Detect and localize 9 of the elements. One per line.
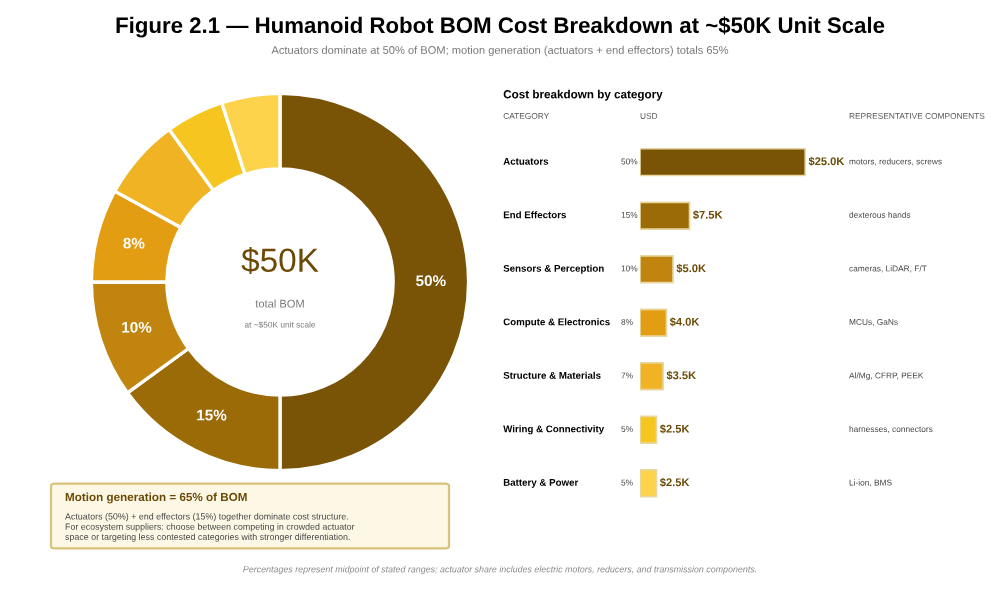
bar	[640, 415, 658, 444]
bar	[640, 254, 674, 284]
bar	[640, 362, 664, 391]
bar	[640, 201, 691, 230]
chart-title: Figure 2.1 — Humanoid Robot BOM Cost Breakdown at ~$50K Unit Scale	[116, 16, 885, 38]
text: $50K	[241, 247, 319, 275]
bar	[640, 308, 668, 337]
bar	[640, 147, 807, 177]
bar	[640, 469, 658, 498]
